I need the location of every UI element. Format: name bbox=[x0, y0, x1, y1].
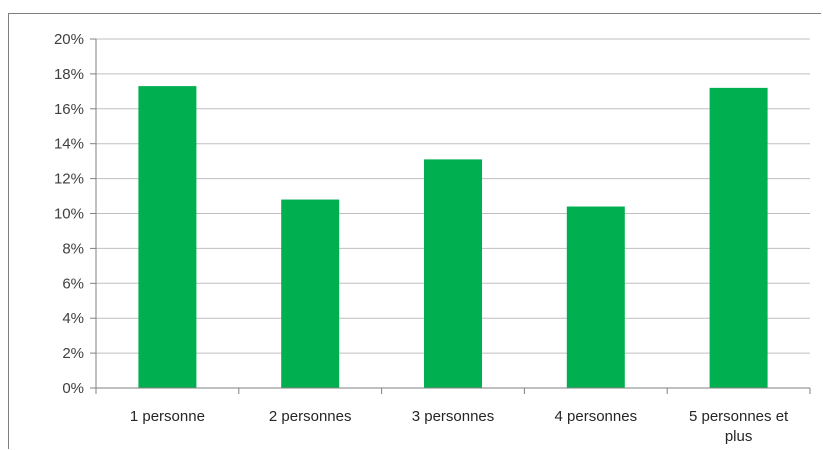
y-tick-label: 2% bbox=[62, 345, 84, 362]
y-tick-label: 16% bbox=[54, 101, 84, 118]
x-axis-ticks: 1 personne 2 personnes 3 personnes 4 person… bbox=[95, 388, 811, 445]
y-tick-label: 10% bbox=[54, 206, 84, 223]
x-tick-label: plus bbox=[725, 428, 753, 445]
bar bbox=[709, 87, 768, 389]
bar bbox=[138, 86, 197, 389]
y-tick-label: 4% bbox=[62, 310, 84, 327]
x-tick-label: 1 personne bbox=[130, 408, 205, 425]
x-tick-label: 3 personnes bbox=[412, 408, 495, 425]
x-tick-label: 5 personnes et bbox=[689, 408, 789, 425]
y-tick-label: 18% bbox=[54, 66, 84, 83]
y-axis-ticks: 0% 2% 4% 6% 8% 10% 12% 14% 16% 18% 20% bbox=[54, 31, 96, 397]
bar bbox=[281, 199, 340, 388]
axes bbox=[95, 39, 810, 389]
y-tick-label: 14% bbox=[54, 136, 84, 153]
bar bbox=[424, 159, 482, 388]
x-tick-label: 4 personnes bbox=[555, 408, 638, 425]
x-tick-label: 2 personnes bbox=[269, 408, 352, 425]
y-tick-label: 6% bbox=[62, 275, 84, 292]
y-tick-label: 8% bbox=[62, 240, 84, 257]
y-tick-label: 20% bbox=[54, 31, 84, 48]
bar bbox=[566, 206, 625, 388]
bars bbox=[138, 86, 768, 389]
y-tick-label: 0% bbox=[62, 380, 84, 397]
y-tick-label: 12% bbox=[54, 171, 84, 188]
